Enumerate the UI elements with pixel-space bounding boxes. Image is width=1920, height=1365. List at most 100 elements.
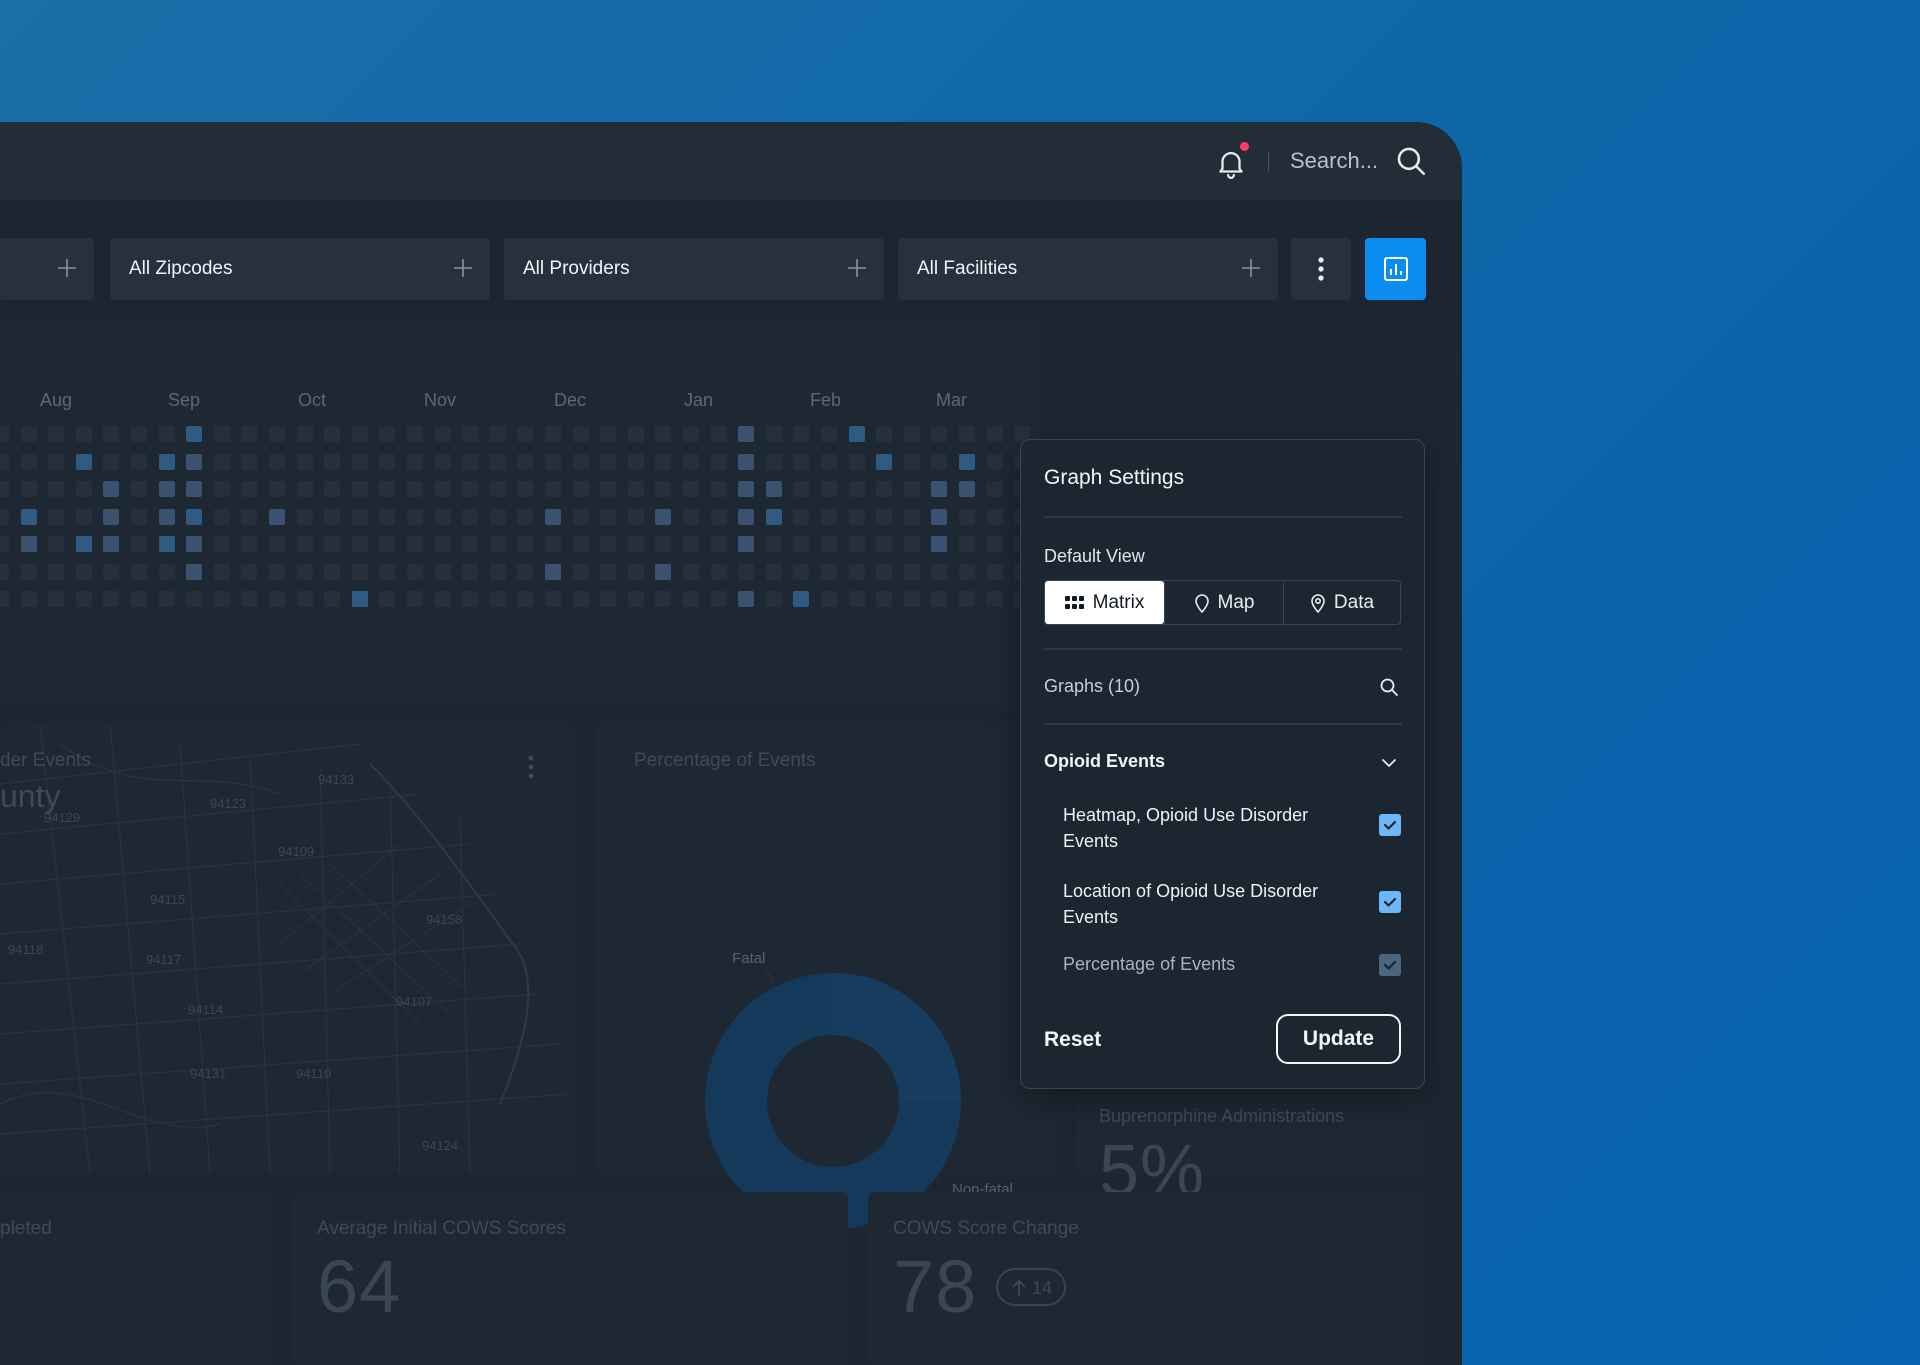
heatmap-cell[interactable] — [903, 536, 920, 552]
heatmap-cell[interactable] — [545, 508, 561, 525]
heatmap-cell[interactable] — [131, 508, 147, 525]
heatmap-cell[interactable] — [434, 453, 451, 470]
heatmap-cell[interactable] — [75, 426, 92, 442]
heatmap-cell[interactable] — [269, 426, 285, 442]
heatmap-cell[interactable] — [655, 563, 672, 580]
heatmap-cell[interactable] — [131, 481, 147, 497]
heatmap-cell[interactable] — [600, 508, 617, 525]
heatmap-cell[interactable] — [738, 426, 755, 442]
heatmap-cell[interactable] — [296, 536, 313, 552]
heatmap-cell[interactable] — [351, 536, 368, 552]
heatmap-cell[interactable] — [0, 426, 9, 442]
heatmap-cell[interactable] — [545, 453, 561, 470]
heatmap-cell[interactable] — [20, 591, 37, 607]
heatmap-cell[interactable] — [683, 453, 699, 470]
heatmap-cell[interactable] — [241, 481, 258, 497]
heatmap-cell[interactable] — [600, 453, 617, 470]
heatmap-cell[interactable] — [572, 508, 589, 525]
heatmap-cell[interactable] — [959, 591, 975, 607]
heatmap-cell[interactable] — [738, 563, 755, 580]
heatmap-cell[interactable] — [296, 591, 313, 607]
heatmap-cell[interactable] — [627, 563, 644, 580]
heatmap-cell[interactable] — [710, 453, 727, 470]
heatmap-cell[interactable] — [20, 536, 37, 552]
heatmap-cell[interactable] — [434, 426, 451, 442]
heatmap-cell[interactable] — [131, 563, 147, 580]
heatmap-cell[interactable] — [48, 481, 65, 497]
search-icon[interactable] — [1378, 676, 1400, 698]
heatmap-cell[interactable] — [765, 563, 782, 580]
heatmap-cell[interactable] — [848, 591, 865, 607]
more-options-button[interactable] — [1291, 238, 1351, 300]
heatmap-cell[interactable] — [379, 508, 396, 525]
heatmap-cell[interactable] — [903, 426, 920, 442]
heatmap-cell[interactable] — [296, 426, 313, 442]
heatmap-cell[interactable] — [545, 591, 561, 607]
search-icon[interactable] — [1394, 144, 1428, 178]
heatmap-cell[interactable] — [572, 563, 589, 580]
heatmap-cell[interactable] — [793, 591, 810, 607]
heatmap-cell[interactable] — [462, 563, 479, 580]
heatmap-cell[interactable] — [793, 563, 810, 580]
heatmap-cell[interactable] — [683, 536, 699, 552]
heatmap-cell[interactable] — [821, 536, 837, 552]
heatmap-cell[interactable] — [683, 426, 699, 442]
heatmap-cell[interactable] — [351, 591, 368, 607]
heatmap-cell[interactable] — [627, 591, 644, 607]
heatmap-cell[interactable] — [489, 563, 506, 580]
heatmap-cell[interactable] — [848, 481, 865, 497]
heatmap-cell[interactable] — [931, 481, 948, 497]
heatmap-cell[interactable] — [489, 453, 506, 470]
heatmap-cell[interactable] — [75, 508, 92, 525]
heatmap-cell[interactable] — [213, 453, 230, 470]
heatmap-cell[interactable] — [131, 453, 147, 470]
heatmap-cell[interactable] — [710, 481, 727, 497]
heatmap-cell[interactable] — [103, 481, 120, 497]
heatmap-cell[interactable] — [48, 426, 65, 442]
heatmap-cell[interactable] — [213, 591, 230, 607]
filter-zipcodes[interactable]: All Zipcodes — [110, 238, 490, 300]
heatmap-cell[interactable] — [20, 563, 37, 580]
heatmap-cell[interactable] — [876, 508, 893, 525]
reset-button[interactable]: Reset — [1044, 1028, 1102, 1051]
heatmap-cell[interactable] — [572, 426, 589, 442]
heatmap-cell[interactable] — [296, 481, 313, 497]
heatmap-cell[interactable] — [959, 563, 975, 580]
heatmap-cell[interactable] — [186, 426, 203, 442]
kebab-icon[interactable] — [526, 754, 536, 780]
heatmap-cell[interactable] — [600, 426, 617, 442]
heatmap-cell[interactable] — [848, 426, 865, 442]
heatmap-cell[interactable] — [627, 453, 644, 470]
heatmap-cell[interactable] — [103, 563, 120, 580]
heatmap-cell[interactable] — [959, 426, 975, 442]
heatmap-cell[interactable] — [131, 536, 147, 552]
heatmap-cell[interactable] — [489, 508, 506, 525]
heatmap-cell[interactable] — [710, 563, 727, 580]
filter-truncated[interactable] — [0, 238, 94, 300]
heatmap-cell[interactable] — [876, 426, 893, 442]
heatmap-cell[interactable] — [931, 591, 948, 607]
heatmap-cell[interactable] — [600, 536, 617, 552]
heatmap-cell[interactable] — [103, 536, 120, 552]
heatmap-cell[interactable] — [103, 426, 120, 442]
group-title[interactable]: Opioid Events — [1044, 751, 1166, 771]
heatmap-cell[interactable] — [434, 536, 451, 552]
heatmap-cell[interactable] — [903, 453, 920, 470]
heatmap-cell[interactable] — [0, 536, 9, 552]
heatmap-cell[interactable] — [0, 591, 9, 607]
heatmap-cell[interactable] — [765, 481, 782, 497]
heatmap-cell[interactable] — [103, 591, 120, 607]
heatmap-cell[interactable] — [407, 591, 423, 607]
checkbox-location[interactable] — [1379, 891, 1401, 913]
heatmap-cell[interactable] — [545, 426, 561, 442]
heatmap-cell[interactable] — [379, 536, 396, 552]
heatmap-cell[interactable] — [213, 481, 230, 497]
heatmap-cell[interactable] — [600, 591, 617, 607]
heatmap-cell[interactable] — [269, 481, 285, 497]
heatmap-cell[interactable] — [186, 481, 203, 497]
heatmap-cell[interactable] — [683, 563, 699, 580]
heatmap-cell[interactable] — [517, 453, 534, 470]
heatmap-cell[interactable] — [20, 426, 37, 442]
heatmap-cell[interactable] — [710, 591, 727, 607]
heatmap-cell[interactable] — [876, 481, 893, 497]
